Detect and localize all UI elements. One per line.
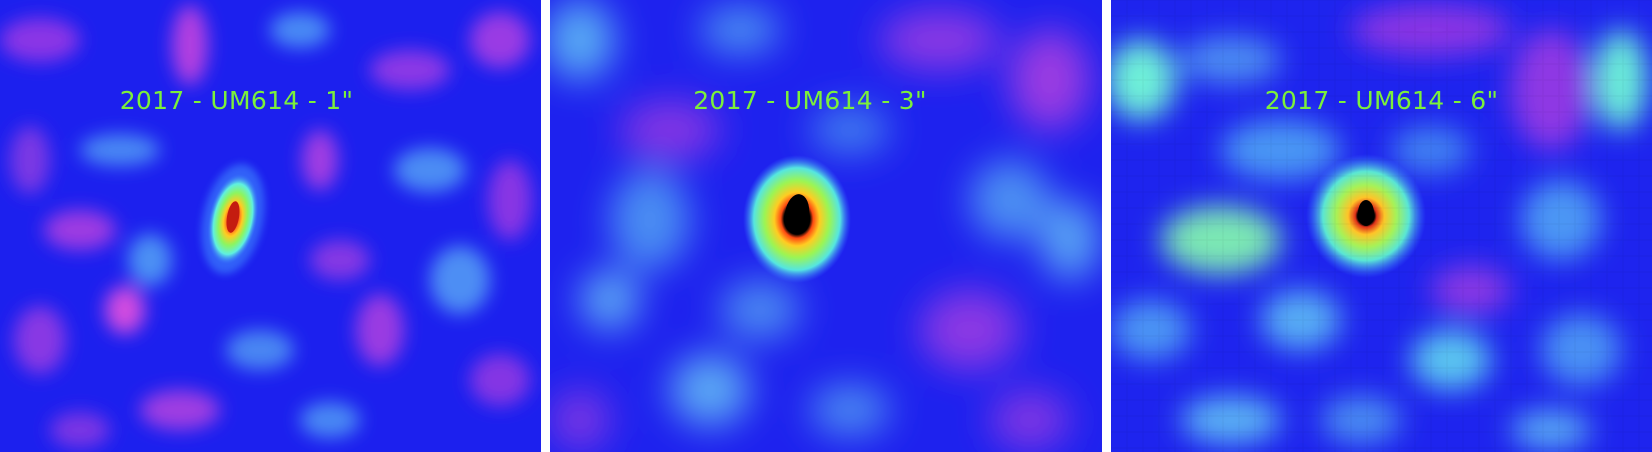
panel-label-3arcsec: 2017 - UM614 - 3" — [693, 86, 927, 115]
panel-label-6arcsec: 2017 - UM614 - 6" — [1264, 86, 1499, 115]
source-3arcsec — [743, 155, 851, 283]
panel-label-1arcsec: 2017 - UM614 - 1" — [119, 86, 354, 115]
noise-blobs — [550, 0, 1100, 450]
source-1arcsec — [201, 163, 265, 275]
noise-blobs — [0, 5, 532, 448]
image-panel-3arcsec: 2017 - UM614 - 3" — [550, 0, 1102, 452]
radio-map-1arcsec — [0, 0, 541, 452]
image-panel-6arcsec: 2017 - UM614 - 6" — [1111, 0, 1652, 452]
image-panel-1arcsec: 2017 - UM614 - 1" — [0, 0, 541, 452]
radio-map-3arcsec — [550, 0, 1102, 452]
radio-map-6arcsec — [1111, 0, 1652, 452]
